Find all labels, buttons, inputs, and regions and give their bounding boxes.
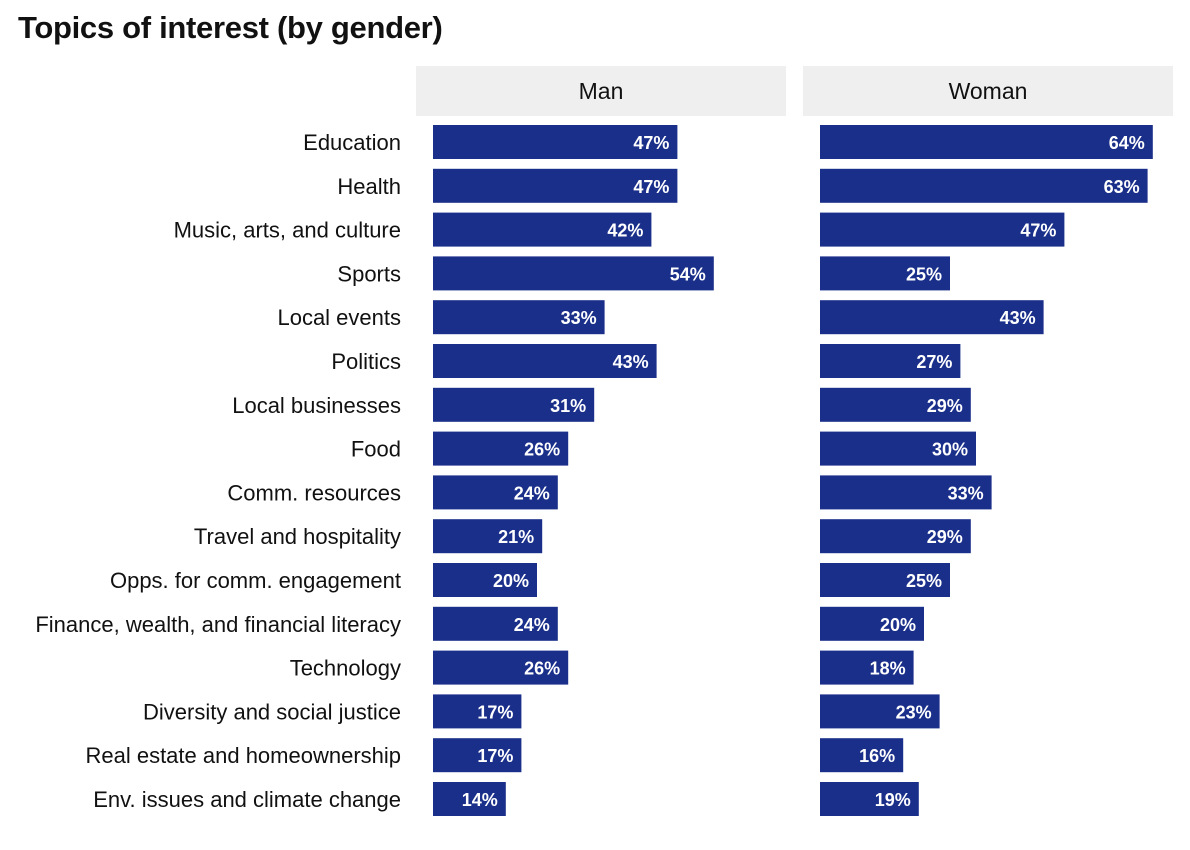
value-label-woman: 29% <box>927 527 963 547</box>
category-label: Diversity and social justice <box>143 699 401 724</box>
bar-woman <box>820 300 1044 335</box>
bar-man <box>433 431 569 466</box>
bar-man <box>433 563 537 597</box>
category-label: Food <box>351 437 401 462</box>
value-label-woman: 33% <box>948 483 984 503</box>
value-label-woman: 63% <box>1104 177 1140 197</box>
category-label: Local businesses <box>232 393 401 418</box>
bar-man <box>433 212 652 247</box>
bar-man <box>433 475 558 510</box>
value-label-woman: 29% <box>927 396 963 416</box>
value-label-woman: 20% <box>880 615 916 635</box>
bar-woman <box>820 606 924 641</box>
bar-woman <box>820 563 950 597</box>
bar-woman <box>820 212 1065 247</box>
bar-woman <box>820 519 971 554</box>
value-label-man: 31% <box>550 396 586 416</box>
bar-woman <box>820 475 992 510</box>
value-label-woman: 30% <box>932 440 968 460</box>
bar-man <box>433 387 595 422</box>
value-label-man: 17% <box>477 702 513 722</box>
bar-man <box>433 694 522 729</box>
chart-title: Topics of interest (by gender) <box>18 10 443 45</box>
bar-man <box>433 606 558 641</box>
bar-man <box>433 519 543 554</box>
bar-man <box>433 125 678 159</box>
category-label: Opps. for comm. engagement <box>110 568 401 593</box>
bar-woman <box>820 125 1153 159</box>
value-label-woman: 47% <box>1020 221 1056 241</box>
bar-man <box>433 168 678 203</box>
bar-man <box>433 738 522 773</box>
category-label: Comm. resources <box>227 480 401 505</box>
bar-woman <box>820 344 961 378</box>
panel-header-man: Man <box>416 66 786 116</box>
value-label-man: 26% <box>524 659 560 679</box>
category-label: Finance, wealth, and financial literacy <box>35 612 401 637</box>
panel-header-woman-label: Woman <box>948 77 1028 104</box>
bar-man <box>433 256 714 291</box>
value-label-man: 24% <box>514 615 550 635</box>
value-label-man: 20% <box>493 571 529 591</box>
bar-woman <box>820 694 940 729</box>
value-label-man: 54% <box>670 264 706 284</box>
category-label: Technology <box>290 656 401 681</box>
bar-man <box>433 782 506 816</box>
category-label: Env. issues and climate change <box>93 787 401 812</box>
value-label-woman: 23% <box>896 702 932 722</box>
category-label: Local events <box>277 305 401 330</box>
category-label: Politics <box>331 349 401 374</box>
value-label-woman: 25% <box>906 571 942 591</box>
value-label-man: 42% <box>607 221 643 241</box>
panel-header-man-label: Man <box>578 77 624 104</box>
value-label-woman: 18% <box>870 659 906 679</box>
bar-woman <box>820 387 971 422</box>
value-label-woman: 43% <box>1000 308 1036 328</box>
value-label-woman: 64% <box>1109 133 1145 153</box>
bar-woman <box>820 256 950 291</box>
bar-man <box>433 650 569 685</box>
bar-man <box>433 344 657 378</box>
value-label-man: 17% <box>477 746 513 766</box>
category-label: Sports <box>337 261 401 286</box>
value-label-woman: 16% <box>859 746 895 766</box>
bar-woman <box>820 431 976 466</box>
bar-man <box>433 300 605 335</box>
category-label: Travel and hospitality <box>194 524 401 549</box>
panel-header-woman: Woman <box>803 66 1173 116</box>
value-label-woman: 27% <box>916 352 952 372</box>
bar-woman <box>820 650 914 685</box>
value-label-man: 33% <box>561 308 597 328</box>
value-label-man: 43% <box>613 352 649 372</box>
bar-woman <box>820 782 919 816</box>
value-label-man: 21% <box>498 527 534 547</box>
value-label-woman: 25% <box>906 264 942 284</box>
value-label-man: 14% <box>462 790 498 810</box>
category-label: Real estate and homeownership <box>85 743 401 768</box>
value-label-woman: 19% <box>875 790 911 810</box>
category-label: Education <box>303 130 401 155</box>
bar-woman <box>820 738 904 773</box>
value-label-man: 24% <box>514 483 550 503</box>
value-label-man: 47% <box>633 133 669 153</box>
bar-woman <box>820 168 1148 203</box>
category-label: Music, arts, and culture <box>174 218 401 243</box>
value-label-man: 47% <box>633 177 669 197</box>
value-label-man: 26% <box>524 440 560 460</box>
category-label: Health <box>337 174 401 199</box>
